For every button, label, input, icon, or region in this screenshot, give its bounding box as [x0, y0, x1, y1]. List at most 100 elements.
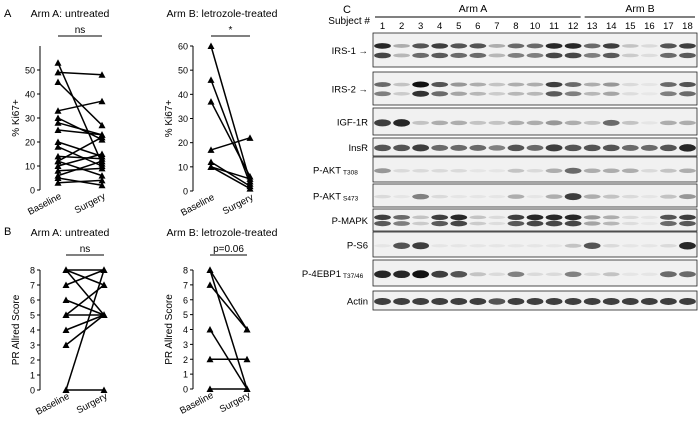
data-point-marker	[100, 281, 108, 288]
blot-band	[526, 244, 544, 248]
y-tick-label: 10	[25, 162, 35, 172]
data-point-marker	[54, 126, 62, 133]
y-tick-label: 1	[183, 370, 188, 380]
blot-band	[602, 144, 620, 152]
blot-band	[526, 120, 544, 126]
pair-line	[57, 100, 103, 112]
blot-band	[374, 297, 391, 305]
data-point-marker	[100, 386, 108, 393]
subject-number: 17	[663, 21, 674, 32]
pair-line	[57, 62, 103, 164]
y-tick-label: 30	[178, 114, 188, 124]
blot-band	[583, 53, 601, 58]
subject-number: 11	[549, 21, 559, 32]
data-point-marker	[207, 98, 215, 105]
subject-number: 12	[568, 21, 579, 32]
data-point-marker	[207, 163, 215, 170]
y-tick-label: 4	[183, 325, 188, 335]
blot-band	[431, 43, 449, 49]
subject-number: 7	[494, 21, 499, 32]
data-point-marker	[206, 281, 214, 288]
blot-band	[469, 144, 487, 151]
data-point-marker	[100, 311, 108, 318]
pair-line	[210, 101, 251, 177]
blot-band	[564, 82, 582, 87]
blot-band	[488, 43, 506, 48]
data-point-marker	[98, 121, 106, 129]
data-point-marker	[243, 326, 251, 333]
blot-row: Actin	[347, 290, 698, 311]
blot-band	[488, 244, 506, 248]
subject-number: 1	[380, 21, 385, 32]
blot-band	[660, 271, 677, 278]
blot-band	[602, 194, 620, 199]
data-point-marker	[98, 164, 106, 172]
blot-band	[640, 121, 658, 125]
blot-band	[526, 144, 544, 151]
blot-band	[640, 244, 658, 248]
blot-band	[412, 81, 430, 88]
y-tick-label: 6	[183, 295, 188, 305]
y-axis-label: PR Allred Score	[11, 294, 22, 365]
blot-row: P-AKT S473	[313, 183, 698, 208]
blot-band	[393, 297, 410, 305]
y-tick-label: 8	[183, 266, 188, 276]
blot-band	[450, 52, 468, 58]
blot-band	[431, 214, 449, 221]
y-tick-label: 0	[183, 385, 188, 395]
blot-band	[469, 244, 487, 248]
blot-band	[450, 297, 468, 305]
y-tick-label: 10	[178, 162, 188, 172]
blot-band	[564, 144, 582, 152]
significance-label: *	[229, 25, 233, 36]
data-point-marker	[54, 138, 62, 145]
data-point-marker	[246, 175, 254, 182]
blot-band	[660, 214, 677, 220]
blot-band	[450, 169, 468, 173]
blot-row-label: IRS-2 →	[332, 85, 368, 96]
blot-band	[488, 169, 506, 173]
pair-line	[210, 166, 251, 180]
blot-band	[621, 144, 639, 151]
blot-band	[450, 91, 468, 96]
blot-band	[583, 120, 601, 125]
blot-band	[412, 169, 430, 173]
blot-band	[507, 53, 525, 58]
data-point-marker	[54, 107, 62, 114]
blot-band	[393, 43, 410, 48]
panel-label-a: A	[4, 8, 12, 20]
blot-band	[679, 52, 696, 59]
blot-band	[450, 144, 468, 151]
data-point-marker	[98, 71, 106, 78]
blot-band	[621, 221, 639, 226]
blot-band	[507, 244, 525, 248]
blot-band	[393, 144, 410, 152]
data-point-marker	[206, 385, 214, 392]
pair-line	[57, 179, 103, 184]
chart-title: Arm B: letrozole-treated	[167, 8, 278, 20]
y-tick-label: 50	[178, 66, 188, 76]
blot-row: P-AKT T308	[313, 156, 698, 183]
blot-band	[431, 297, 449, 305]
y-axis-label: PR Allred Score	[164, 294, 175, 365]
chart-arm-b-pr-allred: Arm B: letrozole-treated p=0.06 0 1 2 3 4 5 6 7 8 P…	[164, 227, 278, 417]
blot-band	[488, 195, 506, 199]
blot-band	[374, 91, 391, 97]
blot-band	[469, 195, 487, 199]
blot-band	[679, 194, 696, 200]
blot-band	[469, 120, 487, 125]
significance-label: ns	[80, 244, 91, 255]
data-point-marker	[62, 326, 70, 333]
blot-band	[412, 90, 430, 97]
blot-band	[431, 220, 449, 227]
pair-line	[210, 137, 251, 151]
x-category-label: Surgery	[221, 192, 256, 217]
blot-band	[469, 297, 487, 305]
blot-band	[412, 221, 430, 226]
y-tick-label: 2	[30, 356, 35, 366]
blot-band	[507, 214, 525, 221]
blot-band	[507, 194, 525, 199]
blot-band	[431, 244, 449, 248]
blot-band	[393, 242, 410, 249]
blot-band	[450, 82, 468, 87]
